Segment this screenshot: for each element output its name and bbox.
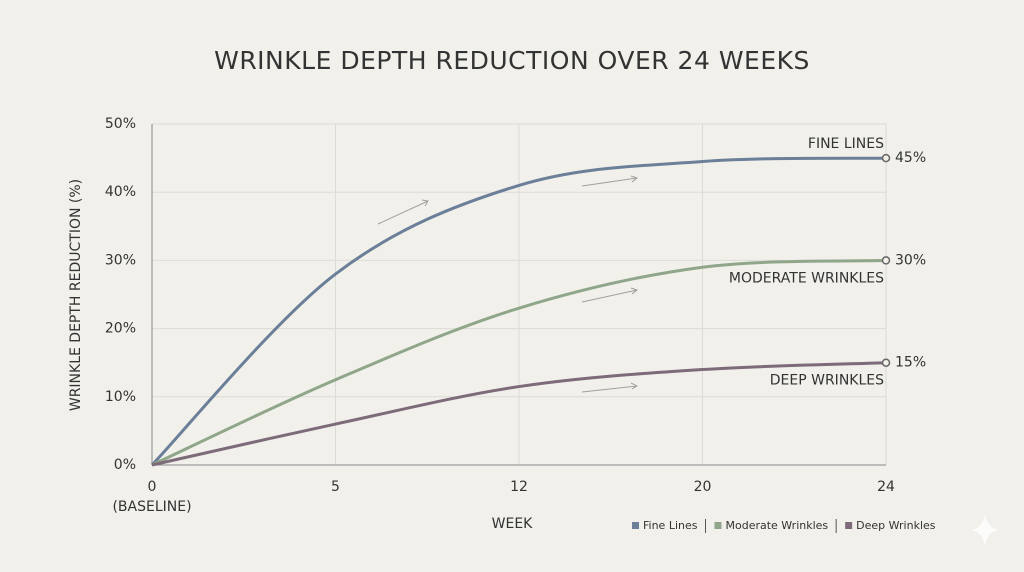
y-tick-label: 0% — [114, 457, 136, 473]
x-tick-label-line: 0 — [148, 479, 157, 495]
y-axis-label: WRINKLE DEPTH REDUCTION (%) — [68, 179, 84, 411]
series-line — [151, 361, 887, 467]
series-label: MODERATE WRINKLES — [729, 270, 884, 286]
y-tick-label: 40% — [105, 184, 136, 200]
series-label: FINE LINES — [808, 136, 884, 152]
x-tick-label: 12 — [510, 479, 528, 495]
series-line — [150, 156, 887, 467]
legend-swatch — [714, 522, 722, 529]
x-axis-label: WEEK — [492, 516, 534, 532]
x-tick-label: 5 — [331, 479, 340, 495]
x-tick-label: 0 (BASELINE) — [112, 479, 191, 515]
y-tick-label: 10% — [105, 389, 136, 405]
value-label: 15% — [895, 355, 926, 371]
legend-entry: Fine Lines — [643, 519, 698, 532]
legend-swatch — [632, 522, 639, 529]
end-marker — [881, 256, 891, 265]
decorative-arrows — [377, 175, 639, 393]
x-tick-label: 24 — [877, 479, 895, 495]
series-label: DEEP WRINKLES — [770, 373, 884, 389]
x-tick-label: 20 — [694, 479, 712, 495]
y-tick-label: 30% — [105, 252, 136, 268]
value-label: 30% — [895, 252, 926, 268]
chart-title: WRINKLE DEPTH REDUCTION OVER 24 WEEKS — [214, 46, 810, 75]
end-marker — [881, 153, 891, 163]
end-marker — [881, 358, 891, 367]
y-tick-label: 20% — [105, 321, 136, 337]
series-line — [151, 258, 887, 467]
legend-swatch — [845, 522, 853, 529]
value-label: 45% — [895, 150, 926, 166]
legend-entry: Deep Wrinkles — [856, 519, 936, 532]
sparkle-icon — [971, 514, 999, 546]
x-tick-label-line: (BASELINE) — [112, 499, 191, 515]
legend-entry: Moderate Wrinkles — [725, 519, 828, 532]
y-tick-label: 50% — [105, 116, 136, 132]
